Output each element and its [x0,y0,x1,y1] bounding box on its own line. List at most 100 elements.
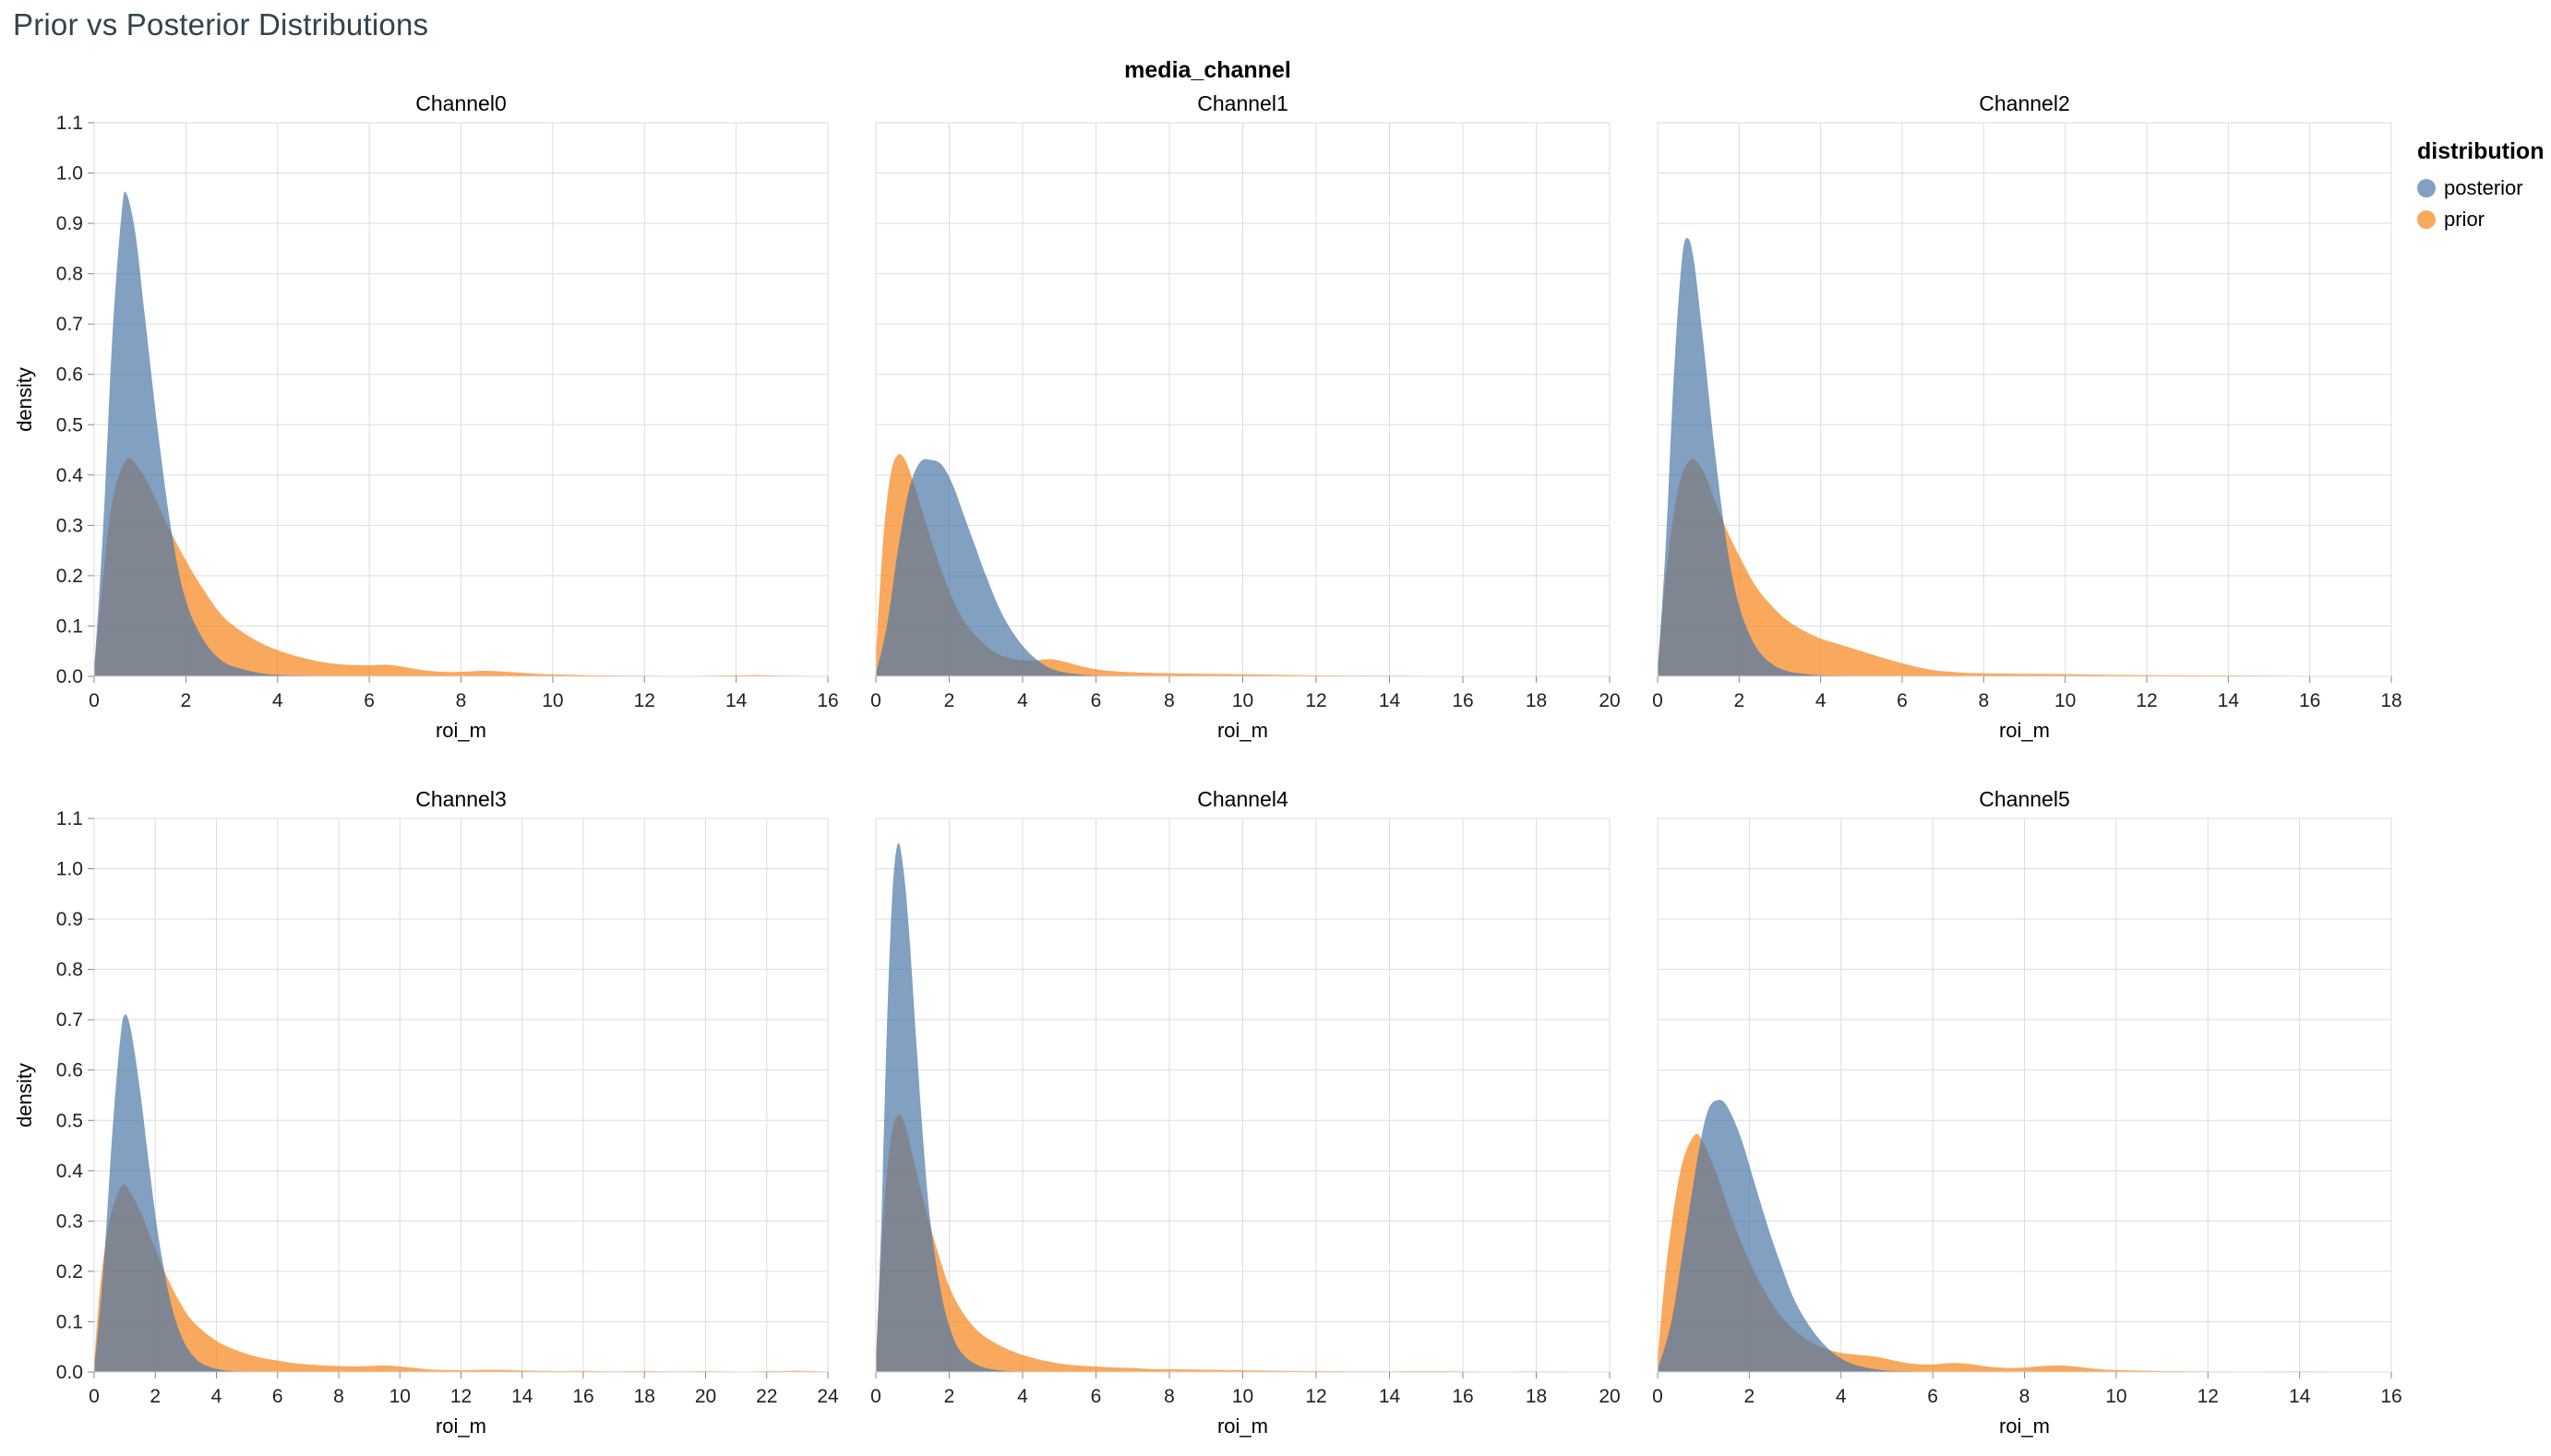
x-tick-label: 18 [1526,690,1547,711]
chart-title: Prior vs Posterior Distributions [13,7,429,42]
x-tick-label: 6 [272,1386,283,1407]
x-tick-label: 2 [1744,1386,1755,1407]
y-tick-label: 1.0 [56,163,83,185]
facet-title: Channel2 [1979,91,2069,115]
x-tick-label: 10 [1232,690,1253,711]
y-tick-label: 0.3 [56,515,83,536]
x-tick-label: 8 [333,1386,344,1407]
posterior-swatch-icon [2417,179,2436,197]
y-tick-label: 0.5 [56,1110,83,1131]
x-tick-label: 24 [817,1386,839,1407]
facet-title: Channel3 [415,787,506,811]
facet-plot-channel2: Channel2 0 2 4 6 8 10 12 14 16 18 roi_m [1652,91,2402,742]
x-tick-label: 14 [725,690,748,711]
x-tick-label: 2 [1733,690,1744,711]
x-tick-label: 2 [944,690,955,711]
posterior-density-area [876,459,1610,676]
prior-density-area [1658,459,2391,676]
x-tick-label: 16 [1452,690,1473,711]
x-tick-label: 8 [1164,1386,1175,1407]
y-tick-label: 0.0 [56,1362,83,1383]
legend: distribution posterior prior [2417,88,2544,239]
x-tick-label: 8 [1164,690,1175,711]
x-tick-label: 6 [1091,1386,1102,1407]
facet-channel1: Channel1 0 2 4 6 8 10 12 14 16 18 20 roi_m [867,88,1621,746]
x-tick-label: 4 [1815,690,1826,711]
x-tick-label: 0 [870,1386,881,1407]
facet-plot-channel4: Channel4 0 2 4 6 8 10 12 14 16 18 20 roi_m [870,787,1621,1438]
x-tick-label: 16 [2380,1386,2401,1407]
facet-channel3: Channel3 0 2 4 6 8 10 12 14 16 18 20 22 24 roi_m 0.0 0.1… [13,783,839,1442]
x-tick-label: 4 [211,1386,222,1407]
x-tick-label: 14 [2289,1386,2311,1407]
x-tick-label: 16 [572,1386,593,1407]
x-tick-label: 14 [1379,1386,1401,1407]
y-tick-label: 0.7 [56,314,83,335]
posterior-density-area [1658,1100,2391,1372]
legend-label-posterior: posterior [2444,176,2523,199]
y-tick-label: 0.4 [56,1161,84,1182]
y-tick-label: 1.1 [56,113,83,134]
y-tick-label: 0.8 [56,960,83,981]
x-tick-label: 16 [817,690,838,711]
x-tick-label: 12 [2136,690,2157,711]
x-tick-label: 18 [634,1386,655,1407]
facet-title: Channel0 [415,91,506,115]
plot-border [1657,122,2392,677]
facet-channel2: Channel2 0 2 4 6 8 10 12 14 16 18 roi_m [1648,88,2402,746]
legend-title: distribution [2417,138,2545,164]
legend-entry-prior: prior [2417,208,2544,232]
facet-grid: Channel0 0 2 4 6 8 10 12 14 16 roi_m 0.0 0.1 0.2 0.3 0.… [13,88,2402,1442]
y-tick-label: 0.2 [56,566,83,587]
prior-swatch-icon [2417,210,2436,229]
x-tick-label: 12 [1305,1386,1326,1407]
x-tick-label: 0 [89,690,100,711]
y-tick-label: 0.6 [56,1060,83,1081]
y-tick-label: 0.2 [56,1261,83,1283]
x-tick-label: 14 [2218,690,2240,711]
x-axis-title: roi_m [1217,719,1268,742]
x-axis-title: roi_m [436,1414,486,1438]
y-tick-label: 0.9 [56,909,83,930]
x-tick-label: 20 [695,1386,716,1407]
y-tick-label: 0.5 [56,414,83,436]
facet-channel0: Channel0 0 2 4 6 8 10 12 14 16 roi_m 0.0 0.1 0.2 0.3 0.… [13,88,839,746]
x-tick-label: 22 [756,1386,777,1407]
x-tick-label: 10 [542,690,563,711]
facet-plot-channel1: Channel1 0 2 4 6 8 10 12 14 16 18 20 roi_m [870,91,1621,742]
x-axis-title: roi_m [1217,1414,1268,1438]
x-tick-label: 12 [450,1386,472,1407]
x-tick-label: 14 [1379,690,1401,711]
y-tick-label: 0.6 [56,364,83,386]
x-tick-label: 8 [456,690,467,711]
facet-plot-channel0: Channel0 0 2 4 6 8 10 12 14 16 roi_m 0.0 0.1 0.2 0.3 0.… [13,91,839,742]
y-tick-label: 0.1 [56,1311,83,1332]
x-tick-label: 0 [870,690,881,711]
y-axis-title: density [13,1063,36,1128]
x-tick-label: 20 [1599,1386,1620,1407]
x-tick-label: 12 [634,690,655,711]
x-tick-label: 0 [1652,690,1663,711]
x-tick-label: 6 [1927,1386,1938,1407]
x-tick-label: 2 [181,690,192,711]
y-tick-label: 0.4 [56,465,84,486]
x-tick-label: 8 [2019,1386,2030,1407]
x-tick-label: 6 [1091,690,1102,711]
legend-entry-posterior: posterior [2417,176,2544,200]
y-axis-title: density [13,367,36,432]
x-tick-label: 20 [1599,690,1620,711]
chart-body: Channel0 0 2 4 6 8 10 12 14 16 roi_m 0.0 0.1 0.2 0.3 0.… [13,88,2551,1442]
x-tick-label: 4 [1017,1386,1028,1407]
x-tick-label: 4 [1017,690,1028,711]
x-tick-label: 12 [2198,1386,2219,1407]
facet-title: Channel5 [1979,787,2069,811]
posterior-density-area [94,191,828,676]
x-axis-title: roi_m [1999,719,2050,742]
x-axis-title: roi_m [436,719,486,742]
x-tick-label: 6 [364,690,375,711]
x-tick-label: 10 [1232,1386,1253,1407]
x-tick-label: 14 [511,1386,533,1407]
x-tick-label: 0 [89,1386,100,1407]
x-tick-label: 2 [944,1386,955,1407]
